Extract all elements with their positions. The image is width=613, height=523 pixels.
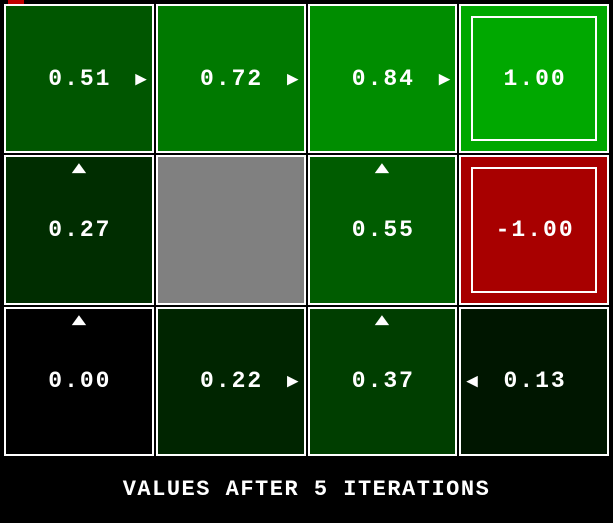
cell-value: 0.22 (200, 368, 264, 395)
cell-value: 0.51 (48, 65, 112, 92)
cell-value: 0.84 (351, 65, 415, 92)
cell-value: -1.00 (495, 216, 575, 243)
grid-cell: ▶ 0.84 (307, 4, 458, 154)
cell-value: 0.00 (48, 368, 112, 395)
policy-arrow-right-icon: ▶ (286, 371, 299, 390)
policy-arrow-up-icon: ▲ (71, 311, 87, 327)
grid-cell: ▲ 0.55 (307, 155, 458, 305)
policy-arrow-up-icon: ▲ (375, 159, 390, 176)
grid-cell: ▲ 0.00 (4, 306, 154, 456)
grid-cell: ▶ 0.22 (155, 306, 306, 456)
policy-arrow-up-icon: ▲ (375, 311, 390, 327)
red-artifact (8, 0, 24, 4)
policy-arrow-right-icon: ▶ (286, 69, 299, 88)
cell-value: 0.55 (351, 216, 415, 243)
grid-cell-wall (155, 155, 306, 305)
grid-cell: ▲ 0.37 (307, 306, 458, 456)
policy-arrow-right-icon: ▶ (135, 69, 147, 88)
caption-bar: VALUES AFTER 5 ITERATIONS (0, 456, 613, 523)
policy-arrow-up-icon: ▲ (71, 159, 87, 176)
cell-value: 0.27 (48, 216, 112, 243)
grid-cell-terminal-positive: 1.00 (459, 4, 609, 154)
cell-value: 0.72 (200, 65, 264, 92)
cell-value: 0.37 (351, 368, 415, 395)
gridworld-board: ▶ 0.51 ▶ 0.72 ▶ 0.84 1.00 ▲ 0.27 ▲ 0.55 -1.00… (4, 4, 609, 456)
policy-arrow-left-icon: ◀ (466, 371, 478, 390)
grid-cell: ▶ 0.51 (4, 4, 154, 154)
grid-cell: ◀ 0.13 (459, 306, 609, 456)
grid-cell: ▲ 0.27 (4, 155, 154, 305)
cell-value: 0.13 (503, 368, 567, 395)
cell-value: 1.00 (503, 65, 567, 92)
iteration-caption: VALUES AFTER 5 ITERATIONS (122, 477, 491, 502)
grid-cell: ▶ 0.72 (155, 4, 306, 154)
grid-cell-terminal-negative: -1.00 (459, 155, 609, 305)
policy-arrow-right-icon: ▶ (438, 69, 451, 88)
